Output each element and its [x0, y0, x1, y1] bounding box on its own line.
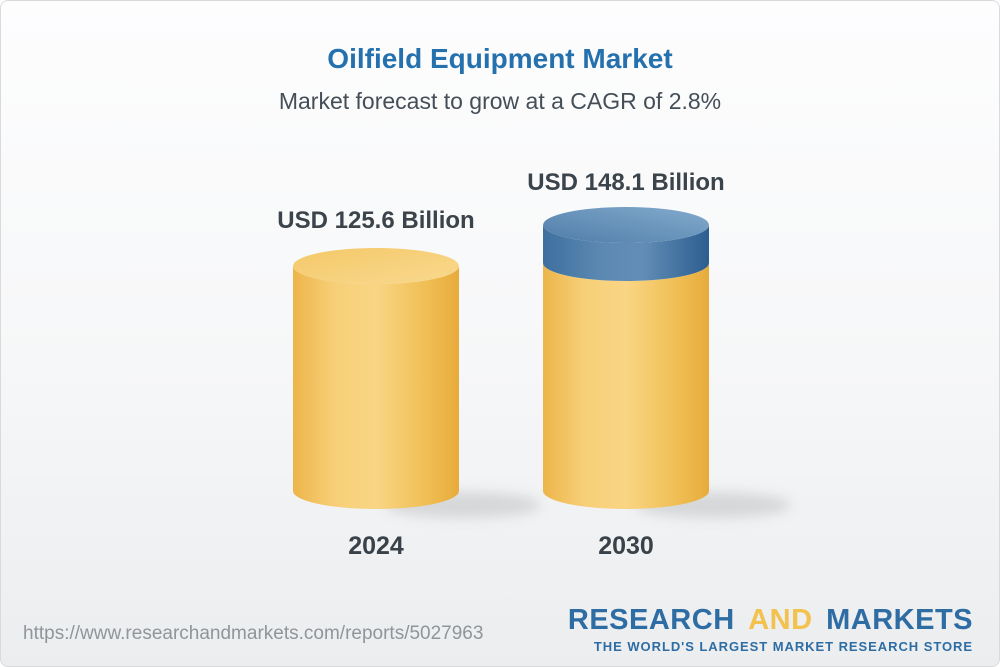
bar-2030-cylinder: [543, 207, 709, 509]
logo-word-markets: MARKETS: [826, 604, 973, 636]
value-label-2024: USD 125.6 Billion: [277, 207, 475, 234]
value-label-2030: USD 148.1 Billion: [527, 169, 725, 196]
logo-wordmark: RESEARCH AND MARKETS: [568, 606, 973, 635]
logo-word-and: AND: [748, 604, 813, 636]
page-title: Oilfield Equipment Market: [327, 43, 673, 74]
page-subtitle: Market forecast to grow at a CAGR of 2.8…: [278, 88, 722, 114]
category-label-2030: 2030: [598, 532, 654, 560]
research-and-markets-logo[interactable]: RESEARCH AND MARKETS THE WORLD'S LARGEST…: [568, 606, 973, 655]
logo-word-research: RESEARCH: [567, 604, 735, 636]
category-label-2024: 2024: [348, 532, 404, 560]
source-url-link[interactable]: https://www.researchandmarkets.com/repor…: [23, 623, 484, 644]
logo-tagline: THE WORLD'S LARGEST MARKET RESEARCH STOR…: [593, 639, 973, 654]
bar-2024-cylinder: [293, 248, 459, 509]
